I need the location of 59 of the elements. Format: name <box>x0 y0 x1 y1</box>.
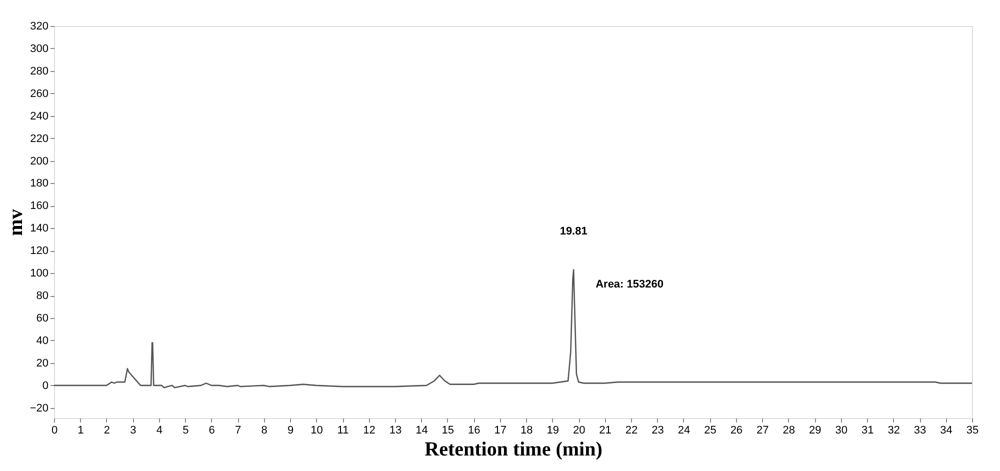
annotation: Area: 153260 <box>596 278 664 291</box>
x-tick-label: 18 <box>520 424 533 436</box>
x-tick-label: 9 <box>287 424 294 436</box>
x-tick-label: 26 <box>730 424 743 436</box>
x-tick-label: 5 <box>182 424 189 436</box>
y-tick-label: 140 <box>30 222 48 235</box>
y-tick-label: 320 <box>30 20 48 32</box>
annotation: 19.81 <box>560 226 588 238</box>
y-tick-label: 200 <box>30 155 48 168</box>
x-tick-label: 14 <box>416 424 428 436</box>
y-axis-title: mv <box>4 209 27 236</box>
x-tick-label: 15 <box>442 424 454 436</box>
x-tick-label: 8 <box>261 424 268 436</box>
y-tick-label: 60 <box>36 312 48 325</box>
x-tick-label: 35 <box>966 424 979 436</box>
x-tick-label: 30 <box>835 424 848 436</box>
y-tick-label: 260 <box>30 88 48 100</box>
x-tick-label: 12 <box>363 424 376 436</box>
x-tick-label: 22 <box>625 424 638 436</box>
x-tick-label: 11 <box>337 424 349 436</box>
x-tick-label: 16 <box>468 424 480 436</box>
y-tick-label: 0 <box>42 380 48 392</box>
x-tick-label: 1 <box>78 424 84 436</box>
y-tick-label: 220 <box>30 132 48 145</box>
y-tick-label: 40 <box>36 335 48 347</box>
x-tick-label: 0 <box>51 424 58 436</box>
x-tick-label: 19 <box>546 424 559 436</box>
x-axis-title: Retention time (min) <box>424 438 602 460</box>
y-tick-label: 120 <box>30 245 48 258</box>
y-tick-label: 300 <box>30 42 48 55</box>
x-tick-label: 24 <box>678 424 690 436</box>
x-tick-label: 4 <box>156 424 162 436</box>
x-tick-label: 33 <box>914 424 926 436</box>
line-series <box>54 269 972 388</box>
x-tick-label: 20 <box>572 424 586 436</box>
x-tick-label: 31 <box>861 424 874 436</box>
x-tick-label: 17 <box>494 424 507 436</box>
x-tick-label: 29 <box>809 424 822 436</box>
x-tick-label: 27 <box>756 424 769 436</box>
x-tick-label: 6 <box>208 424 215 436</box>
x-tick-label: 23 <box>652 424 664 436</box>
y-tick-label: −20 <box>30 402 48 414</box>
x-tick-label: 7 <box>235 424 242 436</box>
x-tick-label: 28 <box>782 424 796 436</box>
y-tick-label: 80 <box>36 290 48 302</box>
x-tick-label: 34 <box>940 424 952 436</box>
x-tick-label: 3 <box>130 424 136 436</box>
y-tick-label: 280 <box>30 65 48 78</box>
y-tick-label: 160 <box>30 200 48 212</box>
x-tick-label: 10 <box>310 424 323 436</box>
x-tick-label: 2 <box>104 424 110 436</box>
y-tick-label: 180 <box>30 178 48 190</box>
y-tick-label: 240 <box>30 110 48 122</box>
y-tick-label: 20 <box>36 357 48 370</box>
x-tick-label: 25 <box>704 424 716 436</box>
x-tick-label: 21 <box>599 424 612 436</box>
y-tick-label: 100 <box>30 268 48 280</box>
x-tick-label: 32 <box>888 424 900 436</box>
x-tick-label: 13 <box>389 424 402 436</box>
